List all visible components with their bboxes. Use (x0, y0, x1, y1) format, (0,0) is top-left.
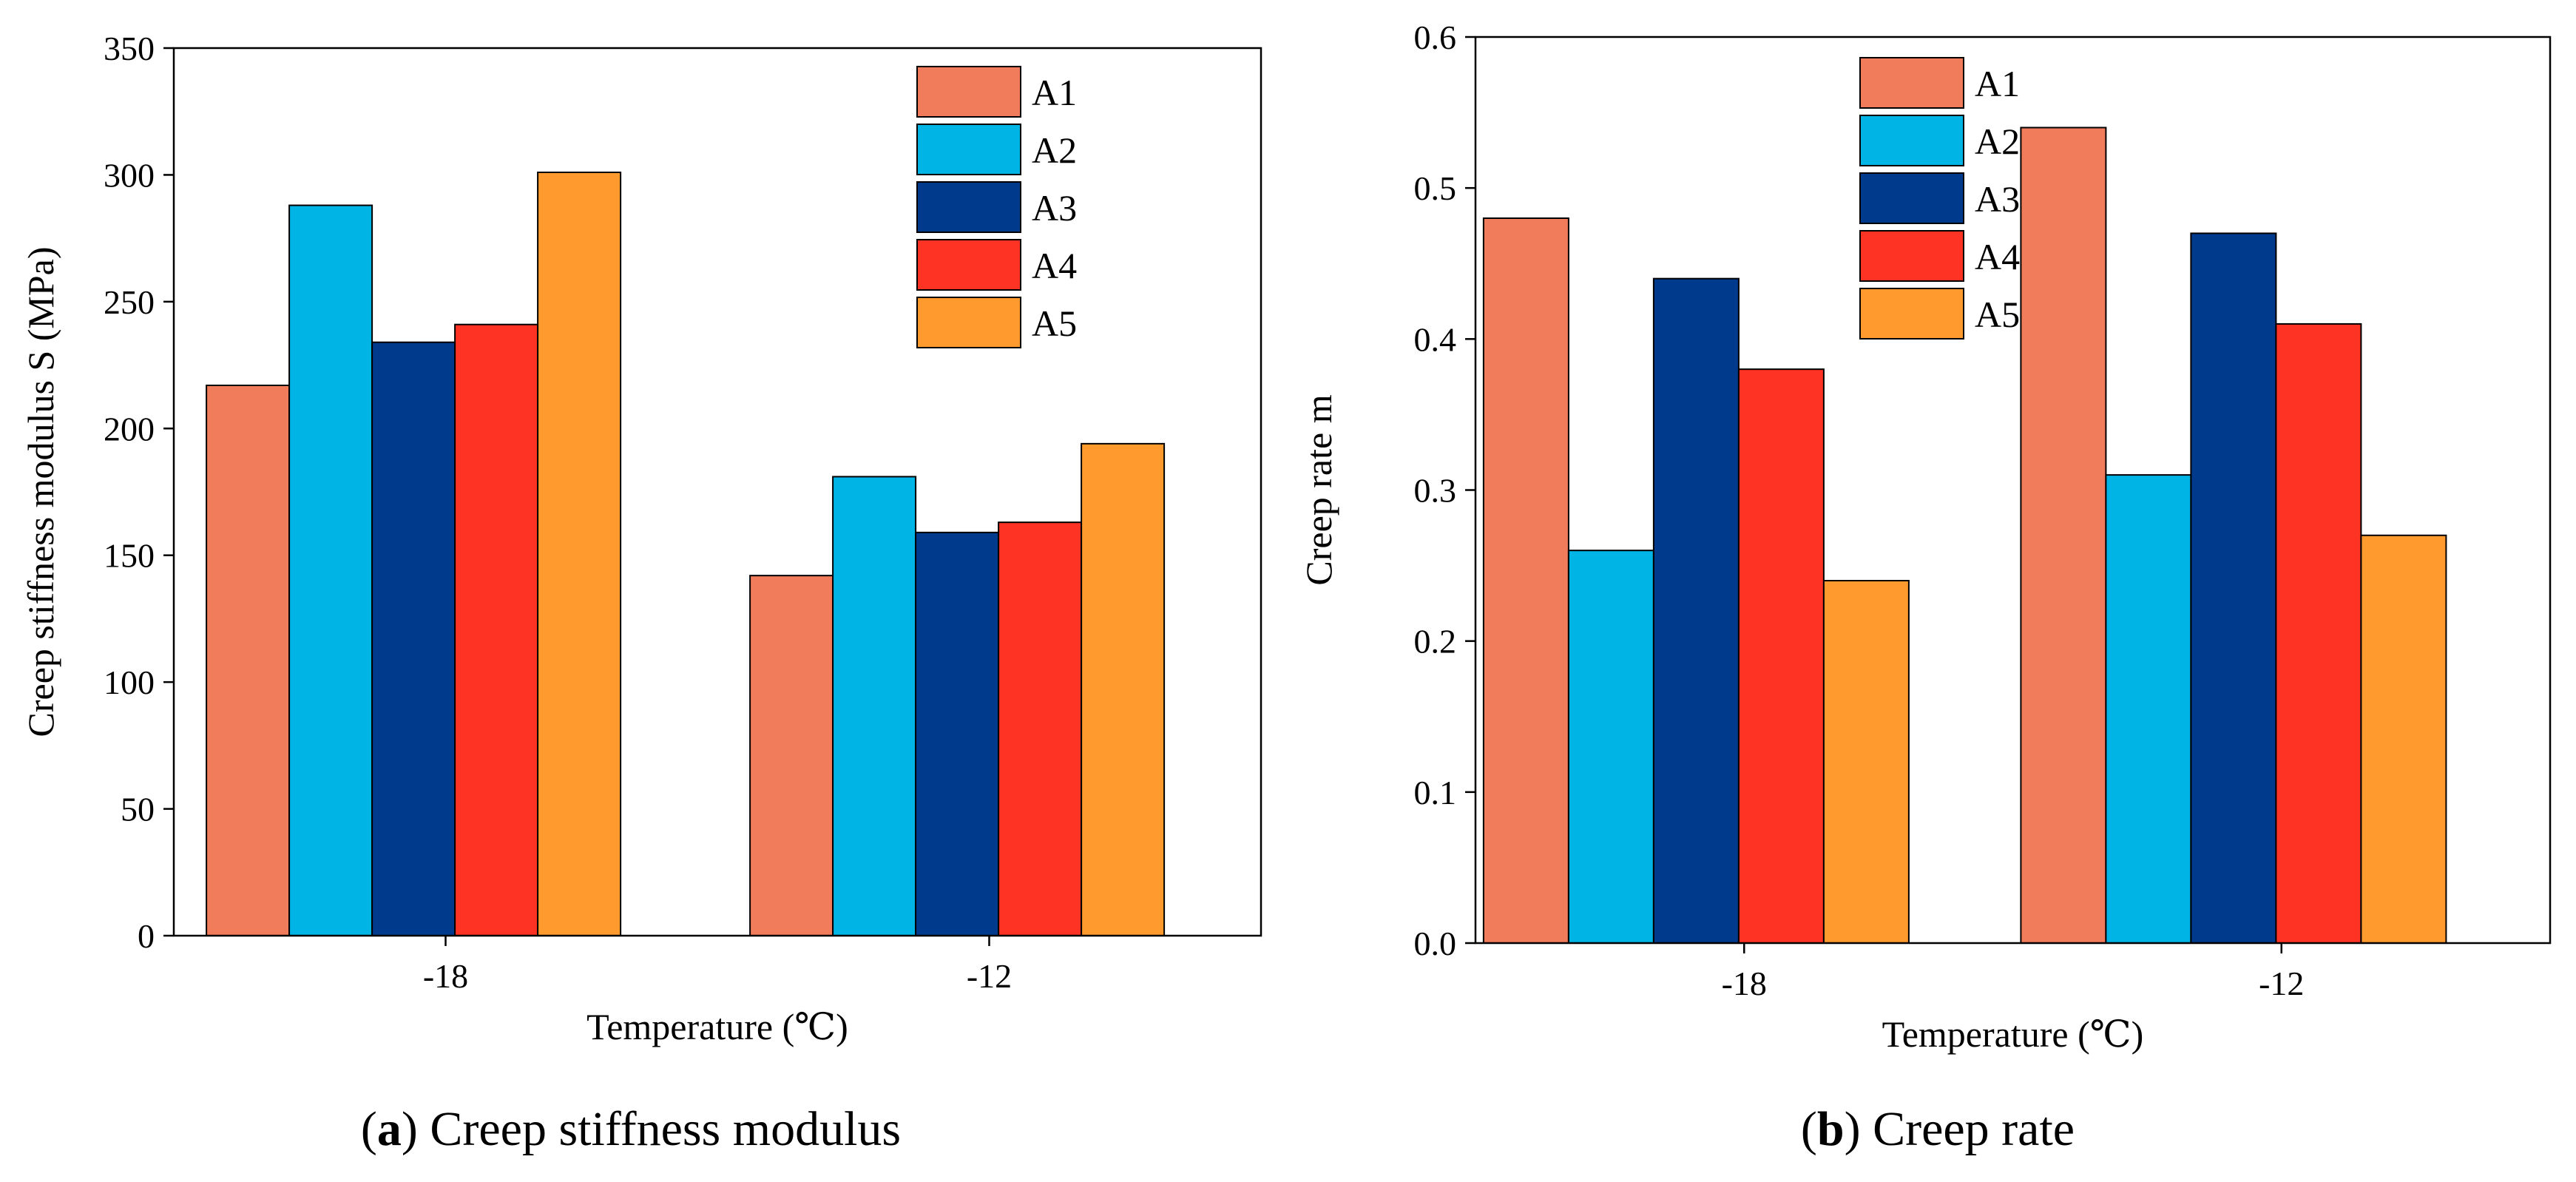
chart-a-bar-a3--18 (371, 341, 456, 936)
chart-b-legend-swatch-a5 (1859, 288, 1964, 340)
chart-b-ytick-label-4: 0.4 (1414, 320, 1457, 358)
chart-a-bar-a2--12 (832, 476, 917, 936)
caption-a-text: Creep stiffness modulus (430, 1102, 901, 1156)
chart-a-ytick-label-1: 50 (121, 791, 155, 828)
chart-a-plot-frame (172, 47, 1262, 937)
chart-b-creep-rate: 0.0 0.1 0.2 0.3 0.4 0.5 0.6 -18 -12 Temperature (… (1298, 18, 2552, 1055)
chart-a-bar-a4--18 (454, 323, 539, 936)
chart-b-legend-label-a3: A3 (1975, 178, 2020, 220)
chart-b-bar-a3--18 (1652, 277, 1740, 944)
chart-a-bar-a4--12 (998, 521, 1083, 936)
chart-b-y-axis-label: Creep rate m (1298, 394, 1339, 585)
chart-b-legend-label-a5: A5 (1975, 294, 2020, 335)
chart-b-bar-a2--12 (2105, 474, 2192, 944)
chart-a-legend-swatch-a1 (916, 66, 1021, 118)
caption-b-letter: b (1817, 1102, 1845, 1156)
chart-b-x-axis-label: Temperature (℃) (1882, 1013, 2144, 1055)
chart-b-legend-swatch-a4 (1859, 230, 1964, 282)
chart-a-bar-a2--18 (288, 204, 373, 937)
chart-b-legend-label-a2: A2 (1975, 121, 2020, 162)
chart-a-ytick-label-7: 350 (104, 30, 155, 67)
chart-b-bar-a3--12 (2190, 232, 2277, 944)
caption-b: (b) Creep rate (1801, 1102, 2075, 1156)
chart-a-legend-swatch-a5 (916, 297, 1021, 348)
chart-a-creep-stiffness: 0 50 100 150 200 250 300 350 -18 -12 Temperature (… (20, 30, 1262, 1047)
caption-b-text: Creep rate (1873, 1102, 2075, 1156)
chart-b-ytick-label-5: 0.5 (1414, 169, 1457, 207)
chart-b-legend-swatch-a2 (1859, 115, 1964, 166)
chart-b-xtick-label-1: -12 (2259, 965, 2304, 1002)
chart-a-legend-label-a5: A5 (1032, 303, 1077, 344)
chart-a-bar-a5--12 (1081, 442, 1166, 936)
chart-b-ytick-label-0: 0.0 (1414, 925, 1457, 962)
chart-a-bar-a1--18 (206, 385, 291, 936)
chart-a-bar-a5--18 (537, 172, 622, 936)
chart-a-y-axis-label: Creep stiffness modulus S (MPa) (20, 247, 61, 737)
caption-a-letter: a (377, 1102, 402, 1156)
chart-a-bar-a1--12 (749, 575, 834, 937)
chart-b-xtick-label-0: -18 (1722, 965, 1767, 1002)
caption-a: (a) Creep stiffness modulus (361, 1102, 901, 1156)
chart-a-x-axis-label: Temperature (℃) (586, 1006, 848, 1047)
chart-a-ytick-label-3: 150 (104, 537, 155, 575)
chart-b-ytick-label-3: 0.3 (1414, 472, 1457, 510)
chart-b-bar-a5--18 (1822, 580, 1910, 944)
chart-a-bar-a3--12 (915, 531, 1000, 936)
chart-b-bar-a4--12 (2275, 322, 2362, 944)
chart-b-legend-swatch-a1 (1859, 57, 1964, 109)
chart-b-bar-a1--12 (2020, 126, 2107, 944)
chart-b-ytick-label-1: 0.1 (1414, 774, 1457, 811)
chart-a-legend-label-a1: A1 (1032, 72, 1077, 113)
chart-a-ytick-label-5: 250 (104, 283, 155, 321)
chart-a-legend-swatch-a4 (916, 239, 1021, 291)
chart-a-ytick-label-4: 200 (104, 410, 155, 448)
chart-b-ytick-label-2: 0.2 (1414, 623, 1457, 661)
chart-b-bar-a2--18 (1567, 550, 1654, 944)
chart-a-legend-label-a4: A4 (1032, 245, 1077, 286)
chart-b-ytick-label-6: 0.6 (1414, 18, 1457, 56)
chart-a-xtick-label-0: -18 (423, 957, 468, 995)
chart-a-legend-swatch-a2 (916, 124, 1021, 175)
chart-b-bar-a1--18 (1482, 217, 1569, 944)
chart-b-legend-label-a1: A1 (1975, 63, 2020, 104)
chart-a-ytick-label-2: 100 (104, 663, 155, 701)
chart-a-ytick-label-0: 0 (138, 917, 155, 955)
chart-b-legend-swatch-a3 (1859, 172, 1964, 224)
chart-b-bar-a5--12 (2360, 534, 2447, 944)
chart-a-legend-label-a2: A2 (1032, 129, 1077, 171)
chart-a-ytick-label-6: 300 (104, 156, 155, 194)
chart-a-legend-label-a3: A3 (1032, 187, 1077, 229)
chart-a-legend-swatch-a3 (916, 181, 1021, 233)
chart-b-legend-label-a4: A4 (1975, 236, 2020, 277)
chart-b-bar-a4--18 (1737, 368, 1825, 944)
chart-a-xtick-label-1: -12 (967, 957, 1012, 995)
